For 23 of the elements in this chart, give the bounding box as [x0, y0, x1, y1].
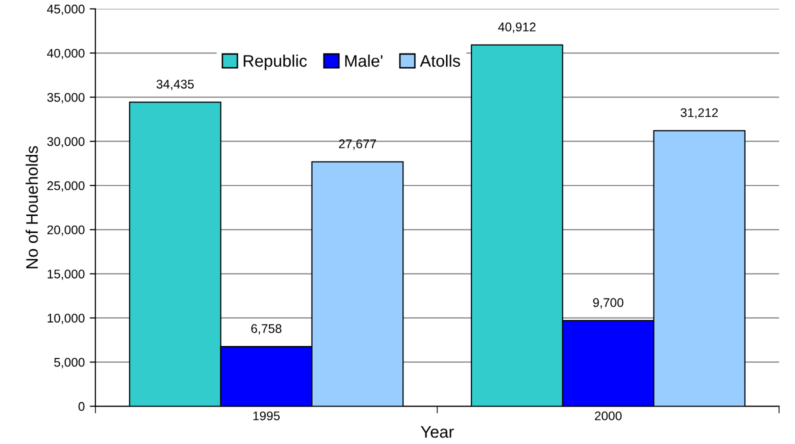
data-label: 6,758: [251, 324, 282, 334]
y-axis-title: No of Houeholds: [26, 146, 38, 268]
y-tick-label: 30,000: [47, 137, 84, 148]
legend-label: Republic: [244, 54, 307, 70]
y-tick-label: 5,000: [54, 358, 84, 368]
legend-label: Male': [345, 54, 382, 67]
y-tick-label: 40,000: [47, 48, 84, 60]
data-label: 27,677: [339, 139, 376, 150]
y-tick-label: 15,000: [48, 270, 84, 280]
data-label: 40,912: [498, 22, 536, 33]
y-tick-label: 10,000: [48, 314, 84, 324]
data-label: 31,212: [680, 108, 718, 119]
data-label: 34,435: [156, 80, 194, 90]
x-axis-title: Year: [420, 426, 454, 438]
legend-label: Atolls: [420, 54, 460, 67]
y-tick-label: 25,000: [47, 181, 84, 192]
data-label: 9,700: [593, 298, 624, 308]
y-tick-label: 45,000: [47, 4, 84, 16]
y-tick-label: 20,000: [47, 225, 84, 236]
y-tick-label: 35,000: [47, 92, 84, 104]
x-tick-label: 2000: [594, 411, 622, 420]
x-tick-label: 1995: [253, 411, 280, 420]
y-tick-label: 0: [78, 402, 84, 411]
